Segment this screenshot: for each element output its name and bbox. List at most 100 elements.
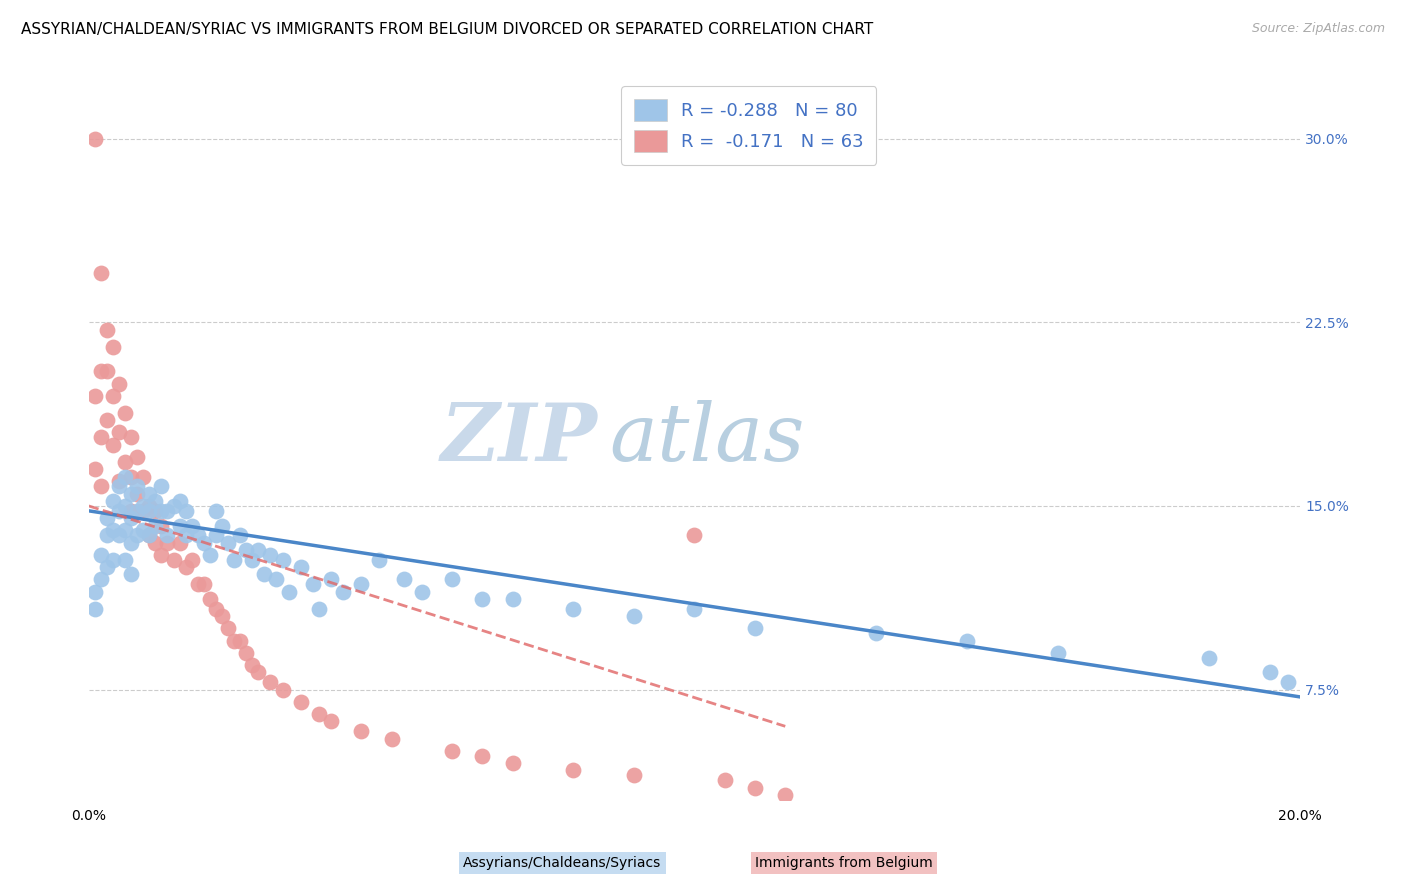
Text: ZIP: ZIP bbox=[440, 400, 598, 477]
Point bbox=[145, 535, 167, 549]
Point bbox=[90, 364, 112, 378]
Point bbox=[114, 455, 136, 469]
Point bbox=[169, 535, 191, 549]
Point bbox=[259, 548, 281, 562]
Point bbox=[156, 504, 179, 518]
Point bbox=[174, 504, 197, 518]
Point bbox=[441, 744, 464, 758]
Point bbox=[471, 591, 494, 606]
Point bbox=[332, 584, 354, 599]
Point bbox=[319, 714, 342, 729]
Point bbox=[108, 475, 131, 489]
Point bbox=[120, 504, 142, 518]
Point bbox=[266, 573, 288, 587]
Point bbox=[145, 518, 167, 533]
Point bbox=[441, 573, 464, 587]
Point bbox=[101, 524, 124, 538]
Point bbox=[108, 425, 131, 440]
Point bbox=[229, 633, 252, 648]
Text: Immigrants from Belgium: Immigrants from Belgium bbox=[755, 855, 932, 870]
Point bbox=[211, 518, 233, 533]
Point bbox=[277, 584, 299, 599]
Legend: R = -0.288   N = 80, R =  -0.171   N = 63: R = -0.288 N = 80, R = -0.171 N = 63 bbox=[621, 87, 876, 165]
Point bbox=[90, 430, 112, 444]
Point bbox=[411, 584, 433, 599]
Point bbox=[127, 528, 149, 542]
Point bbox=[235, 646, 257, 660]
Point bbox=[180, 553, 202, 567]
Point bbox=[83, 462, 105, 476]
Point bbox=[174, 528, 197, 542]
Point bbox=[271, 553, 294, 567]
Point bbox=[156, 535, 179, 549]
Point bbox=[683, 528, 706, 542]
Point bbox=[319, 573, 342, 587]
Point bbox=[138, 486, 160, 500]
Point bbox=[271, 682, 294, 697]
Point bbox=[83, 584, 105, 599]
Point bbox=[224, 633, 246, 648]
Point bbox=[562, 601, 585, 615]
Point bbox=[108, 528, 131, 542]
Point bbox=[193, 535, 215, 549]
Point bbox=[120, 535, 142, 549]
Point bbox=[198, 548, 221, 562]
Point bbox=[217, 535, 239, 549]
Point bbox=[205, 504, 228, 518]
Point bbox=[120, 511, 142, 525]
Point bbox=[120, 486, 142, 500]
Point bbox=[96, 364, 118, 378]
Point bbox=[1046, 646, 1069, 660]
Point bbox=[96, 560, 118, 574]
Point bbox=[96, 323, 118, 337]
Point bbox=[956, 633, 979, 648]
Text: Source: ZipAtlas.com: Source: ZipAtlas.com bbox=[1251, 22, 1385, 36]
Point bbox=[392, 573, 415, 587]
Point bbox=[180, 518, 202, 533]
Text: Assyrians/Chaldeans/Syriacs: Assyrians/Chaldeans/Syriacs bbox=[463, 855, 662, 870]
Point bbox=[211, 609, 233, 624]
Point bbox=[1277, 675, 1299, 690]
Point bbox=[217, 621, 239, 635]
Point bbox=[502, 756, 524, 770]
Point bbox=[120, 469, 142, 483]
Point bbox=[108, 479, 131, 493]
Point bbox=[127, 486, 149, 500]
Point bbox=[120, 567, 142, 582]
Point bbox=[562, 764, 585, 778]
Point bbox=[623, 768, 645, 782]
Point bbox=[150, 518, 173, 533]
Point bbox=[127, 479, 149, 493]
Point bbox=[150, 479, 173, 493]
Point bbox=[350, 577, 373, 591]
Point bbox=[138, 528, 160, 542]
Point bbox=[138, 499, 160, 513]
Point bbox=[162, 553, 184, 567]
Point bbox=[138, 504, 160, 518]
Point bbox=[90, 548, 112, 562]
Point bbox=[865, 626, 887, 640]
Point bbox=[101, 494, 124, 508]
Point bbox=[83, 601, 105, 615]
Point bbox=[471, 748, 494, 763]
Point bbox=[368, 553, 391, 567]
Point bbox=[138, 528, 160, 542]
Point bbox=[90, 573, 112, 587]
Point bbox=[683, 601, 706, 615]
Point bbox=[114, 553, 136, 567]
Point bbox=[145, 504, 167, 518]
Point bbox=[132, 469, 155, 483]
Point bbox=[302, 577, 325, 591]
Point bbox=[83, 389, 105, 403]
Point bbox=[247, 665, 270, 680]
Point bbox=[101, 553, 124, 567]
Point bbox=[132, 504, 155, 518]
Point bbox=[108, 504, 131, 518]
Point bbox=[205, 528, 228, 542]
Point bbox=[744, 621, 766, 635]
Point bbox=[150, 504, 173, 518]
Point bbox=[127, 504, 149, 518]
Point bbox=[502, 591, 524, 606]
Text: ASSYRIAN/CHALDEAN/SYRIAC VS IMMIGRANTS FROM BELGIUM DIVORCED OR SEPARATED CORREL: ASSYRIAN/CHALDEAN/SYRIAC VS IMMIGRANTS F… bbox=[21, 22, 873, 37]
Point bbox=[187, 528, 209, 542]
